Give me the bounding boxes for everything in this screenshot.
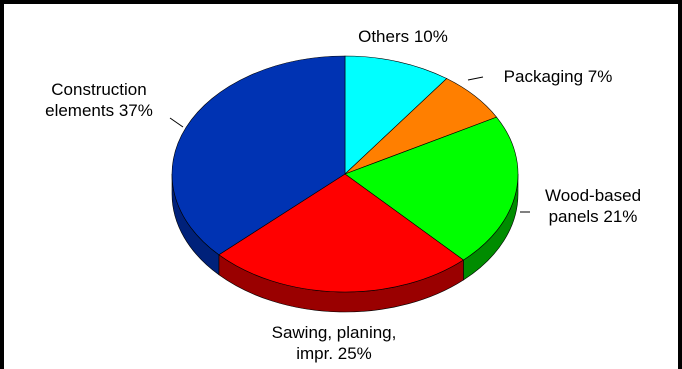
- slice-label-3-line-1: impr. 25%: [296, 344, 372, 363]
- slice-label-1: Packaging 7%: [504, 67, 613, 86]
- pie-slice-0: [344, 55, 448, 175]
- slice-label-4: Construction elements 37%: [45, 80, 153, 120]
- pie-slice-4: [171, 55, 346, 256]
- pie-slice-2: [344, 116, 519, 261]
- pie-slice-3: [218, 173, 464, 293]
- slice-label-3: Sawing, planing, impr. 25%: [272, 323, 397, 363]
- slice-label-0: Others 10%: [358, 27, 448, 46]
- slice-label-4-line-1: elements 37%: [45, 101, 153, 120]
- slice-label-3-line-0: Sawing, planing,: [272, 323, 397, 342]
- leader-line-1: [467, 76, 484, 81]
- slice-label-4-line-0: Construction: [51, 80, 146, 99]
- slice-label-0-line-0: Others 10%: [358, 27, 448, 46]
- slice-label-2-line-0: Wood-based: [545, 186, 641, 205]
- slice-label-2: Wood-based panels 21%: [545, 186, 641, 226]
- slice-label-2-line-1: panels 21%: [549, 207, 638, 226]
- leader-line-4: [169, 117, 184, 128]
- slice-label-1-line-0: Packaging 7%: [504, 67, 613, 86]
